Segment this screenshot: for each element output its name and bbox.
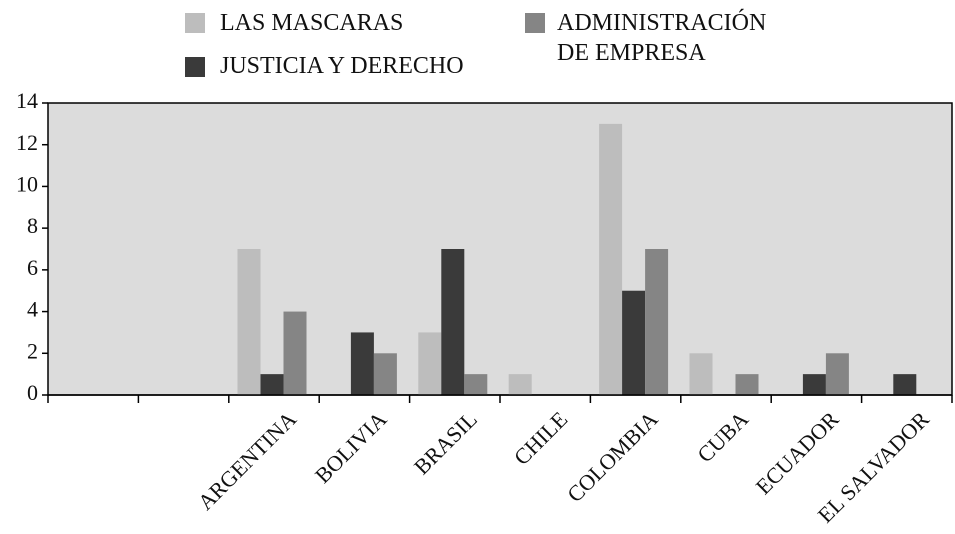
bar bbox=[599, 123, 623, 395]
y-tick-label: 2 bbox=[27, 338, 38, 363]
y-tick-label: 6 bbox=[27, 255, 38, 280]
legend-label: JUSTICIA Y DERECHO bbox=[220, 53, 464, 79]
x-tick-label: ARGENTINA bbox=[193, 406, 301, 514]
x-tick-label: BOLIVIA bbox=[310, 406, 392, 488]
x-tick-label: CUBA bbox=[692, 406, 753, 467]
bar bbox=[260, 374, 284, 395]
x-tick-label: COLOMBIA bbox=[562, 406, 663, 507]
bar bbox=[622, 290, 646, 395]
bar bbox=[418, 332, 442, 395]
y-tick-label: 8 bbox=[27, 213, 38, 238]
legend-label: LAS MASCARAS bbox=[220, 10, 404, 36]
bar bbox=[893, 374, 917, 395]
bar bbox=[802, 374, 826, 395]
bar bbox=[373, 353, 397, 395]
plot-area bbox=[47, 102, 953, 396]
bar bbox=[441, 249, 465, 395]
bar bbox=[237, 249, 261, 395]
y-tick-label: 14 bbox=[16, 88, 38, 113]
legend-label: ADMINISTRACIÓN DE EMPRESA bbox=[557, 10, 767, 66]
x-tick-label: CHILE bbox=[509, 406, 572, 469]
bar bbox=[283, 311, 307, 395]
bar bbox=[689, 353, 713, 395]
legend-swatch bbox=[185, 13, 205, 33]
legend-swatch bbox=[525, 13, 545, 33]
y-tick-label: 10 bbox=[16, 171, 38, 196]
y-tick-label: 4 bbox=[27, 297, 38, 322]
x-tick-label: ECUADOR bbox=[751, 406, 844, 499]
bar bbox=[735, 374, 759, 395]
bar bbox=[645, 249, 669, 395]
bar bbox=[464, 374, 488, 395]
x-tick-label: BRASIL bbox=[409, 406, 482, 479]
bar bbox=[825, 353, 849, 395]
bar bbox=[508, 374, 532, 395]
y-tick-label: 12 bbox=[16, 130, 38, 155]
bar bbox=[350, 332, 374, 395]
y-tick-label: 0 bbox=[27, 380, 38, 405]
legend-swatch bbox=[185, 57, 205, 77]
